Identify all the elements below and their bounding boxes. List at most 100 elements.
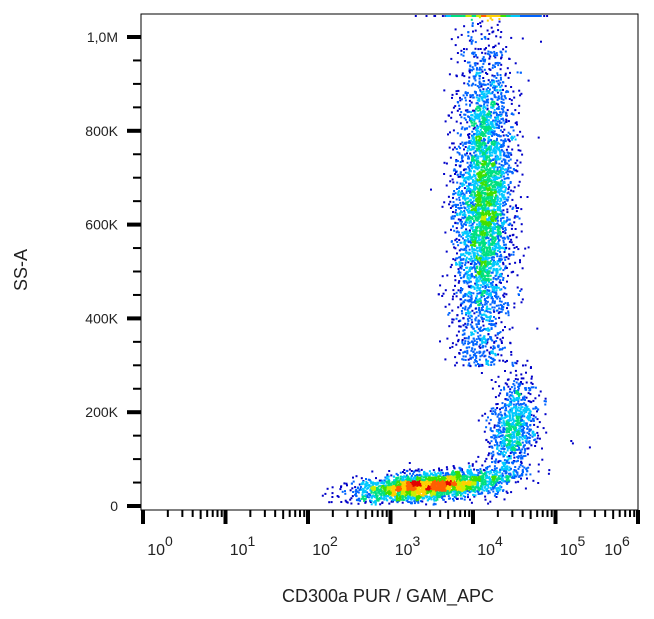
data-point (500, 442, 503, 445)
data-point (504, 312, 507, 315)
data-point (505, 434, 508, 437)
data-point (510, 102, 513, 105)
data-point (476, 247, 479, 249)
data-point (489, 254, 492, 257)
data-point (485, 71, 487, 74)
data-point (505, 451, 507, 454)
data-point (499, 176, 502, 179)
data-point (498, 307, 501, 310)
data-point (499, 151, 502, 154)
data-point (530, 381, 533, 384)
data-point (491, 229, 494, 232)
data-point (472, 137, 475, 140)
data-point (470, 195, 473, 197)
data-point (464, 146, 467, 148)
data-point (528, 389, 531, 392)
data-point (479, 312, 482, 315)
data-point (489, 225, 492, 228)
data-point (483, 236, 486, 238)
data-point (474, 110, 477, 113)
data-point (493, 323, 496, 326)
data-point (504, 413, 507, 416)
data-point (493, 167, 496, 170)
data-point (499, 129, 502, 132)
data-point (472, 333, 475, 336)
data-point (495, 112, 498, 115)
data-point (472, 285, 475, 288)
data-point (503, 122, 506, 125)
data-point (468, 136, 471, 139)
data-point (521, 448, 524, 451)
data-point (493, 359, 496, 361)
data-point (509, 181, 512, 183)
data-point (479, 132, 482, 135)
data-point (484, 345, 487, 348)
data-point (499, 146, 501, 148)
data-point (489, 428, 492, 431)
data-point (527, 246, 530, 249)
data-point (495, 77, 498, 79)
data-point (473, 187, 476, 190)
data-point (494, 116, 497, 119)
data-point (474, 319, 477, 322)
data-point (473, 348, 476, 351)
data-point (513, 216, 516, 219)
data-point (496, 222, 499, 225)
data-point (471, 257, 473, 260)
data-point (503, 430, 505, 433)
data-point (450, 116, 453, 119)
data-point (467, 342, 470, 345)
data-point (512, 432, 515, 435)
data-point (502, 101, 505, 104)
data-point (534, 397, 537, 400)
data-point (529, 400, 532, 403)
data-point (469, 211, 472, 214)
data-point (476, 211, 479, 214)
data-point (467, 320, 470, 322)
data-point (498, 311, 501, 314)
data-point (489, 116, 492, 119)
data-point (489, 121, 492, 124)
data-point (468, 99, 471, 102)
data-point (464, 109, 467, 112)
data-point (515, 419, 518, 422)
data-point (469, 94, 472, 97)
data-point (491, 339, 494, 342)
data-point (518, 403, 521, 406)
data-point (452, 204, 455, 207)
data-point (501, 348, 503, 351)
data-point (499, 189, 502, 192)
data-point (505, 186, 507, 189)
data-point (478, 345, 481, 348)
data-point (463, 75, 466, 78)
data-point (478, 309, 481, 312)
data-point (489, 293, 492, 296)
data-point (490, 131, 493, 133)
data-point (530, 444, 533, 447)
data-point (525, 441, 528, 444)
data-point (486, 466, 489, 468)
data-point (454, 28, 457, 31)
data-point (461, 160, 464, 163)
data-point (515, 403, 518, 406)
data-point (506, 307, 508, 310)
data-point (455, 90, 458, 93)
data-point (491, 166, 494, 169)
data-point (493, 216, 495, 219)
data-point (484, 246, 487, 249)
data-point (505, 246, 508, 249)
data-point (485, 361, 488, 364)
data-point (439, 284, 442, 287)
data-point (484, 287, 487, 290)
data-point (479, 364, 482, 367)
data-point (532, 417, 534, 420)
data-point (475, 269, 477, 272)
data-point (519, 196, 522, 199)
data-point (472, 30, 474, 33)
data-point (500, 139, 503, 142)
data-point (486, 310, 489, 313)
data-point (504, 188, 507, 191)
data-point (455, 263, 458, 266)
data-point (499, 429, 502, 432)
data-point (500, 272, 503, 275)
